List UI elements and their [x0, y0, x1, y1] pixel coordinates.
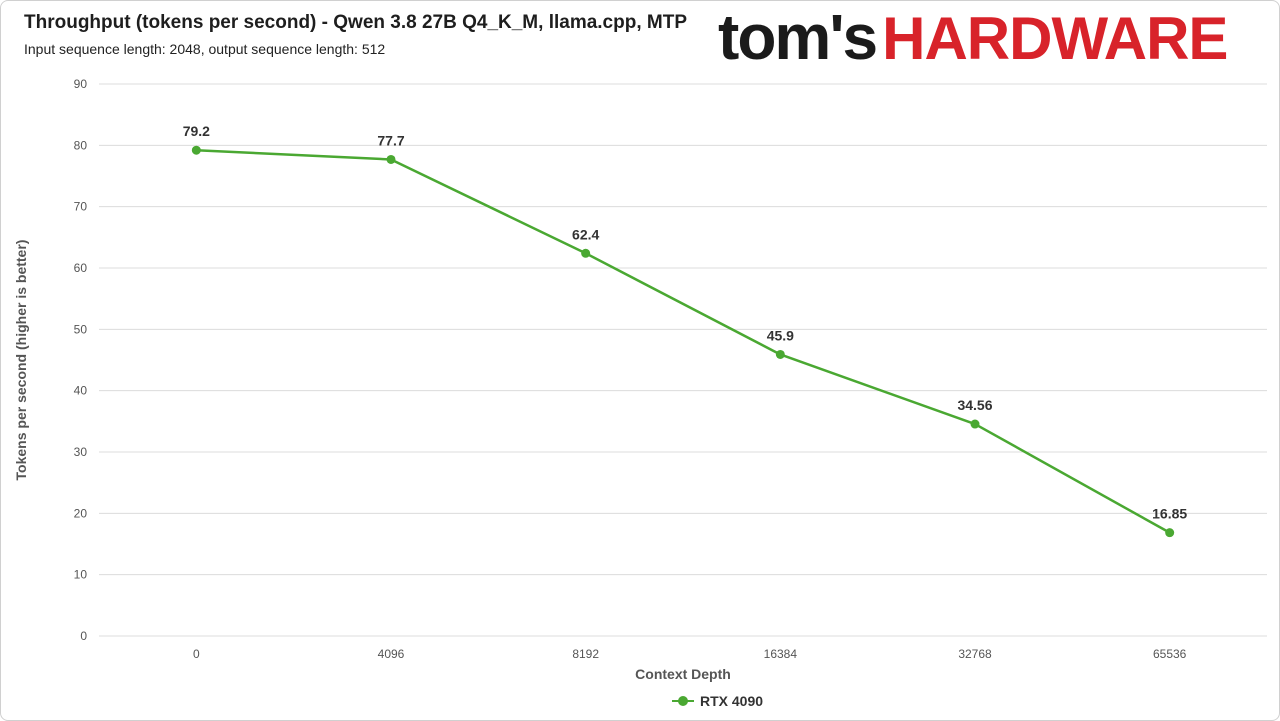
- y-tick-label: 30: [74, 445, 88, 459]
- x-tick-label: 4096: [378, 647, 405, 661]
- data-label: 45.9: [767, 327, 794, 343]
- data-point: [191, 145, 201, 155]
- x-tick-label: 0: [193, 647, 200, 661]
- y-tick-label: 0: [80, 629, 87, 643]
- y-tick-label: 20: [74, 506, 88, 520]
- data-point: [775, 349, 785, 359]
- data-point: [1165, 528, 1175, 538]
- x-tick-label: 65536: [1153, 647, 1187, 661]
- logo-hardware: HARDWARE: [882, 5, 1228, 72]
- data-point: [386, 154, 396, 164]
- y-tick-label: 90: [74, 77, 88, 91]
- series-line: [196, 148, 1171, 534]
- legend: RTX 4090: [672, 693, 763, 709]
- y-axis-title: Tokens per second (higher is better): [13, 240, 29, 481]
- data-label: 79.2: [183, 123, 210, 139]
- y-tick-label: 50: [74, 322, 88, 336]
- x-tick-label: 16384: [764, 647, 798, 661]
- data-label: 34.56: [957, 397, 992, 413]
- y-tick-label: 70: [74, 200, 88, 214]
- y-tick-label: 60: [74, 261, 88, 275]
- y-tick-label: 80: [74, 138, 88, 152]
- data-point: [581, 248, 591, 258]
- x-tick-label: 8192: [572, 647, 599, 661]
- data-point: [970, 419, 980, 429]
- x-axis-title: Context Depth: [635, 666, 731, 682]
- legend-label: RTX 4090: [700, 693, 764, 709]
- y-tick-label: 10: [74, 568, 88, 582]
- chart-title: Throughput (tokens per second) - Qwen 3.…: [24, 12, 687, 33]
- legend-swatch-icon: [672, 695, 694, 707]
- data-label: 62.4: [572, 226, 599, 242]
- data-label: 77.7: [377, 132, 404, 148]
- data-label: 16.85: [1152, 506, 1187, 522]
- chart-subtitle: Input sequence length: 2048, output sequ…: [24, 41, 386, 57]
- logo-toms: tom's: [718, 1, 878, 73]
- x-tick-label: 32768: [958, 647, 992, 661]
- toms-hardware-logo: tom's HARDWARE: [718, 1, 1228, 73]
- y-tick-label: 40: [74, 384, 88, 398]
